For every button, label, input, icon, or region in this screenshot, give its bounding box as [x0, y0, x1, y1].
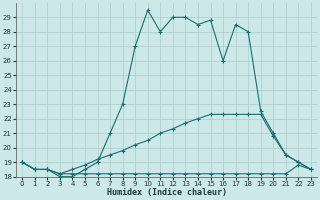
- X-axis label: Humidex (Indice chaleur): Humidex (Indice chaleur): [107, 188, 227, 197]
